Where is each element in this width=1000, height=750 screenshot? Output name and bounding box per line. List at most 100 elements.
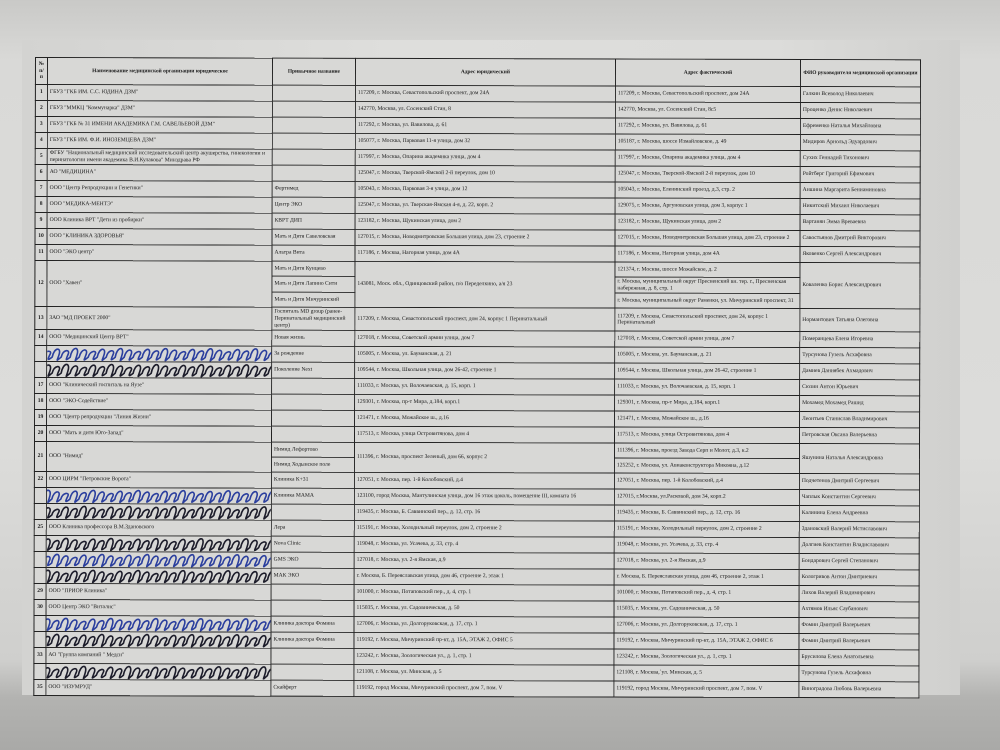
header-head: ФИО руководителя медицинской организации <box>800 59 921 87</box>
row-number <box>33 615 47 632</box>
actual-address: г. Москва, Б. Переяславская улица, дом 4… <box>614 569 800 586</box>
head-name: Мохамед Мохамед Рашид <box>799 395 920 412</box>
legal-address: 125047, г. Москва, Тверской-Ямской 2-й п… <box>355 165 616 183</box>
actual-address: 101000, г. Москва, Потаповский пер., д. … <box>614 585 800 602</box>
head-name: Яшунина Наталья Александровна <box>799 443 920 474</box>
redaction-scribble <box>46 347 272 362</box>
head-name: Кологривов Антон Дмитриевич <box>799 569 920 586</box>
actual-address: 123242, г. Москва, Зоологическая ул., д.… <box>613 649 799 666</box>
common-name <box>271 584 355 601</box>
common-name: За рождение <box>271 346 355 363</box>
head-name: Савостьянов Дмитрий Викторович <box>800 230 921 248</box>
legal-address: 123182, г. Москва, Щукинская улица, дом … <box>355 213 616 231</box>
header-name: Наименование медицинской организации юри… <box>47 57 273 86</box>
table-row: 21 ООО "Нимид" Нимид Лефортово 111396, г. М… <box>34 441 920 474</box>
common-name: Поколение Next <box>271 362 355 379</box>
head-name: Ройтберг Григорий Ефимович <box>800 166 921 184</box>
row-number: 6 <box>35 164 48 181</box>
organization-name: ФГБУ "Национальный медицинский исследова… <box>47 148 273 166</box>
row-number <box>34 551 47 568</box>
row-number: 14 <box>34 329 47 346</box>
row-number: 18 <box>34 393 47 410</box>
actual-address: 109544, г. Москва, Школьная улица, дом 2… <box>614 363 800 380</box>
organization-name: ООО "Центр Репродукции и Генетики" <box>47 180 273 198</box>
actual-address: 117997, г. Москва, Опарина академика ули… <box>615 150 801 167</box>
organization-name: ООО "ПРИОР Клиника" <box>46 583 272 601</box>
common-name: GMS ЭКО <box>271 552 355 569</box>
row-number: 2 <box>35 100 48 117</box>
row-number <box>34 567 47 584</box>
row-number <box>34 535 47 552</box>
legal-address: 129301, г. Москва, пр-т Мира, д.184, кор… <box>354 394 615 412</box>
common-name <box>271 426 355 443</box>
head-name: Леонтьев Станислав Владимирович <box>799 411 920 428</box>
head-name: Петровская Оксана Валерьевна <box>799 427 920 444</box>
actual-address: 129075, г. Москва, Аргуновская улица, до… <box>615 198 801 215</box>
organization-name <box>45 631 271 649</box>
redaction-scribble <box>46 363 272 378</box>
row-number: 25 <box>34 519 47 536</box>
table-row: 35 ООО "ИЗУМРУД" Скайферт 119192, город Мос… <box>33 679 919 698</box>
actual-address: 105187, г. Москва, шоссе Измайловское, д… <box>615 134 801 151</box>
row-number: 10 <box>35 228 48 245</box>
common-name <box>272 117 356 134</box>
legal-address: 123100, город Москва, Мантулинская улица… <box>354 488 615 506</box>
legal-address: 101000, г. Москва, Потаповский пер., д. … <box>354 584 615 602</box>
redaction-scribble <box>46 505 272 520</box>
organization-name: АО "МЕДИЦИНА" <box>47 164 273 182</box>
actual-address: 127018, г. Москва, ул. 2-я Ямская, д.9 <box>614 553 800 570</box>
actual-address: 127006, г. Москва, ул. Долгоруковская, д… <box>613 617 800 634</box>
row-number: 20 <box>34 425 47 442</box>
common-name <box>270 664 354 681</box>
clinics-table: № п/п Наименование медицинской организац… <box>33 57 921 698</box>
redaction-scribble <box>45 617 272 632</box>
legal-address: 127018, г. Москва, ул. 2-я Ямская, д.9 <box>354 552 615 570</box>
common-name: Госпиталь MD group (ранее- Перинатальный… <box>271 307 355 331</box>
redaction-scribble <box>45 665 271 680</box>
head-name: Турсунова Гузель Асхафовна <box>799 347 920 364</box>
legal-address: 105043, г. Москва, Парковая 3-я улица, д… <box>355 181 616 199</box>
legal-address: 127051, г. Москва, пер. 1-й Колобовский,… <box>354 472 615 490</box>
common-name <box>270 648 354 665</box>
common-name <box>271 600 355 617</box>
legal-address: г. Москва, Б. Переяславская улица, дом 4… <box>354 568 615 586</box>
head-name: Вартанян Эмма Вреваевна <box>800 214 921 232</box>
head-name: Яковенко Сергей Александрович <box>799 246 921 264</box>
actual-address: 115035, г. Москва, ул. Садовническая, д.… <box>614 601 800 618</box>
actual-address: 117209, г. Москва, Севастопольский просп… <box>614 308 800 332</box>
row-number: 4 <box>35 132 48 149</box>
organization-name <box>46 535 272 553</box>
legal-address: 119048, г. Москва, ул. Усачева, д. 33, с… <box>354 536 615 554</box>
row-number <box>34 503 47 520</box>
head-name: Калинина Елена Андреевна <box>799 505 920 522</box>
actual-address: 119192, г. Москва, Мичуринский пр-кт, д.… <box>613 633 799 650</box>
legal-address: 117292, г. Москва, ул. Вавилова, д. 61 <box>355 117 616 135</box>
common-name: Фертимед <box>272 181 356 198</box>
organization-name <box>45 615 272 633</box>
organization-name <box>46 361 272 379</box>
common-name: Скайферт <box>270 680 354 697</box>
legal-address: 117186, г. Москва, Нагорная улица, дом 4… <box>354 245 616 263</box>
common-name: Мать и Дитя Мичуринский <box>271 292 355 308</box>
row-number: 12 <box>34 260 47 307</box>
head-name: Турсунова Гузель Асхафовна <box>798 665 919 682</box>
organization-name: ООО "КЛИНИКА ЗДОРОВЬЯ" <box>47 228 273 246</box>
header-num: № п/п <box>35 57 48 85</box>
legal-address: 119192, г. Москва, Мичуринский пр-кт, д.… <box>353 632 614 650</box>
actual-address: 127051, г. Москва, пер. 1-й Колобовский,… <box>614 473 800 490</box>
organization-name: ООО "Хавен" <box>46 260 272 308</box>
common-name <box>272 165 356 182</box>
organization-name: ООО ЦИРМ "Петровские Ворота" <box>46 471 272 489</box>
actual-address: 119048, г. Москва, ул. Усачева, д. 33, с… <box>614 537 800 554</box>
actual-address: 119435, г. Москва, Б. Саввинский пер., д… <box>614 505 800 522</box>
organization-name: ООО "Центр репродукции "Линия Жизни" <box>46 409 272 427</box>
actual-address: 121471, г. Москва, Можайское ш., д.16 <box>614 411 800 428</box>
common-name <box>272 133 356 150</box>
row-number <box>33 631 46 648</box>
organization-name: ООО Центр ЭКО "Виталис" <box>46 599 272 617</box>
common-name: Nova Clinic <box>271 536 355 553</box>
head-name: Мидиров Арнольд Эдуардович <box>800 134 921 151</box>
common-name: Лера <box>271 520 355 537</box>
organization-name: ООО Клиника профессора В.М.Здановского <box>46 519 272 537</box>
organization-name: ООО "Клинический госпиталь на Яузе" <box>46 377 272 395</box>
